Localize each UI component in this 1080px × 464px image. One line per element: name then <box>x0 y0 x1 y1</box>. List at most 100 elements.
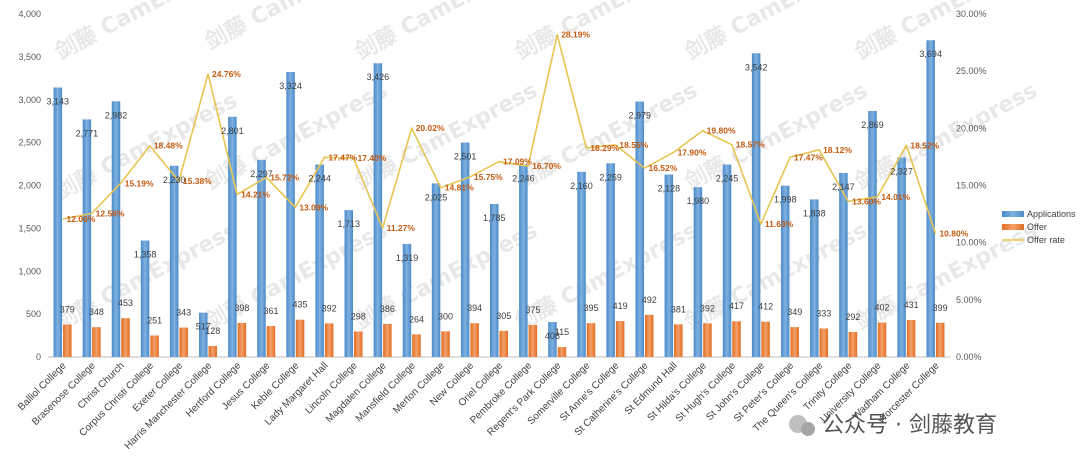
applications-data-label: 1,358 <box>134 250 157 260</box>
offer-rate-data-label: 14.21% <box>241 190 270 200</box>
offer-data-label: 394 <box>467 303 482 313</box>
bar-offer <box>208 346 218 357</box>
offer-rate-data-label: 15.19% <box>125 178 154 188</box>
offer-data-label: 305 <box>496 311 511 321</box>
offer-data-label: 361 <box>263 306 278 316</box>
bar-offer <box>499 330 508 357</box>
applications-data-label: 2,501 <box>454 152 477 162</box>
bar-offer <box>121 318 130 357</box>
offer-rate-data-label: 12.06% <box>67 214 96 224</box>
category-label: Lincoln College <box>303 360 359 416</box>
applications-data-label: 3,426 <box>367 72 390 82</box>
applications-data-label: 3,324 <box>279 81 302 91</box>
watermark: 剑藤 CamExpress <box>850 0 1042 66</box>
offer-data-label: 333 <box>816 308 831 318</box>
bar-applications <box>635 101 644 357</box>
offer-rate-data-label: 17.09% <box>503 157 532 167</box>
offer-rate-data-label: 28.19% <box>561 30 590 40</box>
offer-rate-data-label: 14.01% <box>881 192 910 202</box>
applications-data-label: 1,713 <box>338 219 361 229</box>
bar-applications <box>897 157 906 357</box>
bar-applications <box>373 63 383 358</box>
offer-data-label: 292 <box>845 312 860 322</box>
category-label: Balliol College <box>16 360 69 413</box>
bar-applications <box>140 240 150 357</box>
offer-data-label: 348 <box>89 307 104 317</box>
offer-data-label: 412 <box>758 302 773 312</box>
bar-offer <box>470 323 479 357</box>
footer: 公众号 · 剑藤教育 <box>789 413 997 438</box>
y2-tick-label: 20.00% <box>956 123 987 133</box>
bar-applications <box>286 71 295 357</box>
bar-offer <box>324 323 334 357</box>
applications-data-label: 1,319 <box>396 253 419 263</box>
bar-applications <box>664 174 674 357</box>
offer-rate-data-label: 15.72% <box>270 172 299 182</box>
legend-swatch <box>1002 211 1024 217</box>
bar-applications <box>868 110 877 358</box>
data-labels: 3,143 379 2,771 348 2,982 453 1,358 251 2,230 343… <box>47 30 969 341</box>
bar-offer <box>615 321 625 357</box>
bar-applications <box>111 101 121 357</box>
bar-applications <box>402 243 412 357</box>
applications-data-label: 408 <box>545 331 560 341</box>
offer-data-label: 417 <box>729 301 744 311</box>
bar-applications <box>751 53 761 357</box>
bar-applications <box>548 322 557 357</box>
bar-offer <box>266 326 276 357</box>
y-tick-label: 1,000 <box>18 266 41 276</box>
offer-rate-data-label: 10.80% <box>939 229 968 239</box>
legend-item-offer: Offer <box>1002 222 1047 232</box>
offer-data-label: 264 <box>409 314 424 324</box>
bar-applications <box>315 164 324 357</box>
bar-offer <box>819 328 829 357</box>
legend-label: Offer <box>1027 222 1047 232</box>
applications-data-label: 2,327 <box>890 166 913 176</box>
offer-rate-line <box>62 33 937 234</box>
offer-rate-data-label: 11.63% <box>765 219 794 229</box>
offer-data-label: 492 <box>642 295 657 305</box>
applications-data-label: 2,246 <box>512 173 535 183</box>
offer-rate-data-label: 13.60% <box>852 197 881 207</box>
bar-offer <box>732 321 741 357</box>
offer-rate-data-label: 13.09% <box>299 202 328 212</box>
applications-data-label: 2,869 <box>861 120 884 130</box>
offer-rate-data-label: 18.55% <box>619 140 648 150</box>
applications-data-label: 1,980 <box>687 196 710 206</box>
applications-data-label: 3,143 <box>47 96 70 106</box>
bar-offer <box>674 324 683 357</box>
bar-applications <box>53 87 63 358</box>
offer-rate-data-label: 17.47% <box>328 152 357 162</box>
bar-offer <box>935 322 945 357</box>
applications-data-label: 1,998 <box>774 195 797 205</box>
offer-rate-data-label: 24.76% <box>212 69 241 79</box>
applications-data-label: 2,230 <box>163 175 186 185</box>
applications-data-label: 2,297 <box>250 169 273 179</box>
bar-applications <box>780 185 790 357</box>
offer-data-label: 343 <box>176 308 191 318</box>
bar-applications <box>839 172 848 357</box>
applications-data-label: 2,801 <box>221 126 244 136</box>
bar-offer <box>761 321 770 357</box>
legend-item-applications: Applications <box>1002 209 1076 219</box>
y2-tick-label: 5.00% <box>956 295 982 305</box>
y-tick-label: 1,500 <box>18 223 41 233</box>
offer-rate-data-label: 17.47% <box>794 152 823 162</box>
bar-applications <box>810 199 819 357</box>
y-tick-label: 3,500 <box>18 52 41 62</box>
category-label: St Edmund Hall <box>623 360 680 417</box>
y-tick-label: 2,500 <box>18 138 41 148</box>
offer-rate-data-label: 15.38% <box>183 176 212 186</box>
offer-data-label: 399 <box>933 303 948 313</box>
bar-applications <box>82 119 92 357</box>
wechat-icon <box>789 415 815 436</box>
applications-data-label: 3,694 <box>919 49 942 59</box>
offer-rate-data-label: 18.12% <box>823 145 852 155</box>
y2-tick-label: 30.00% <box>956 9 987 19</box>
offer-rate-data-label: 20.02% <box>416 123 445 133</box>
applications-data-label: 2,245 <box>716 173 739 183</box>
offer-rate-data-label: 15.75% <box>474 172 503 182</box>
bar-offer <box>354 331 363 357</box>
